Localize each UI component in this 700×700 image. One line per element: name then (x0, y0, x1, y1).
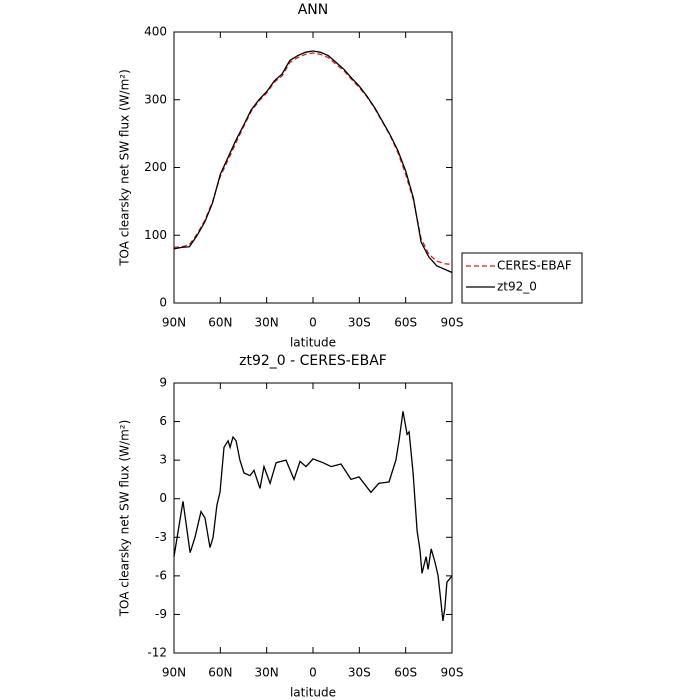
data-line (173, 52, 453, 266)
x-tick-label: 60S (394, 316, 417, 330)
y-tick-label: 200 (144, 160, 167, 174)
plot: zt92_0 - CERES-EBAF latitude TOA clearsky … (118, 353, 464, 700)
y-tick-label: -12 (147, 646, 167, 660)
chart-title: zt92_0 - CERES-EBAF (239, 353, 387, 369)
data-line (173, 411, 453, 621)
x-tick-label: 90S (441, 316, 464, 330)
y-tick-label: -3 (155, 530, 167, 544)
y-tick-label: 9 (159, 376, 167, 390)
plot-frame (173, 382, 453, 654)
y-tick-label: 300 (144, 92, 167, 106)
x-tick-label: 30N (255, 666, 279, 680)
y-axis-label: TOA clearsky net SW flux (W/m²) (118, 69, 132, 267)
x-tick-label: 60S (394, 666, 417, 680)
legend-frame (461, 252, 583, 304)
x-tick-label: 60N (208, 666, 232, 680)
x-tick-label: 0 (309, 666, 317, 680)
plot-frame (173, 31, 453, 304)
x-axis-label: latitude (290, 336, 336, 350)
x-tick-label: 30S (348, 316, 371, 330)
x-axis-label: latitude (290, 686, 336, 700)
y-tick-label: 400 (144, 25, 167, 39)
y-tick-label: -6 (155, 568, 167, 582)
x-tick-label: 30N (255, 316, 279, 330)
y-tick-label: 6 (159, 414, 167, 428)
x-tick-label: 90S (441, 666, 464, 680)
y-tick-label: 100 (144, 228, 167, 242)
legend-label: zt92_0 (497, 280, 537, 294)
y-tick-label: 0 (159, 491, 167, 505)
y-tick-label: 0 (159, 296, 167, 310)
data-line (173, 50, 453, 274)
x-tick-label: 0 (309, 316, 317, 330)
legend: CERES-EBAF zt92_0 (461, 252, 583, 304)
x-tick-label: 30S (348, 666, 371, 680)
legend-label: CERES-EBAF (497, 259, 572, 273)
chart-title: ANN (298, 2, 329, 18)
plot: ANN latitude TOA clearsky net SW flux (W/m… (118, 2, 583, 350)
x-tick-label: 90N (162, 666, 186, 680)
y-axis-label: TOA clearsky net SW flux (W/m²) (118, 420, 132, 618)
x-tick-label: 60N (208, 316, 232, 330)
y-tick-label: 3 (159, 453, 167, 467)
x-tick-label: 90N (162, 316, 186, 330)
y-tick-label: -9 (155, 607, 167, 621)
